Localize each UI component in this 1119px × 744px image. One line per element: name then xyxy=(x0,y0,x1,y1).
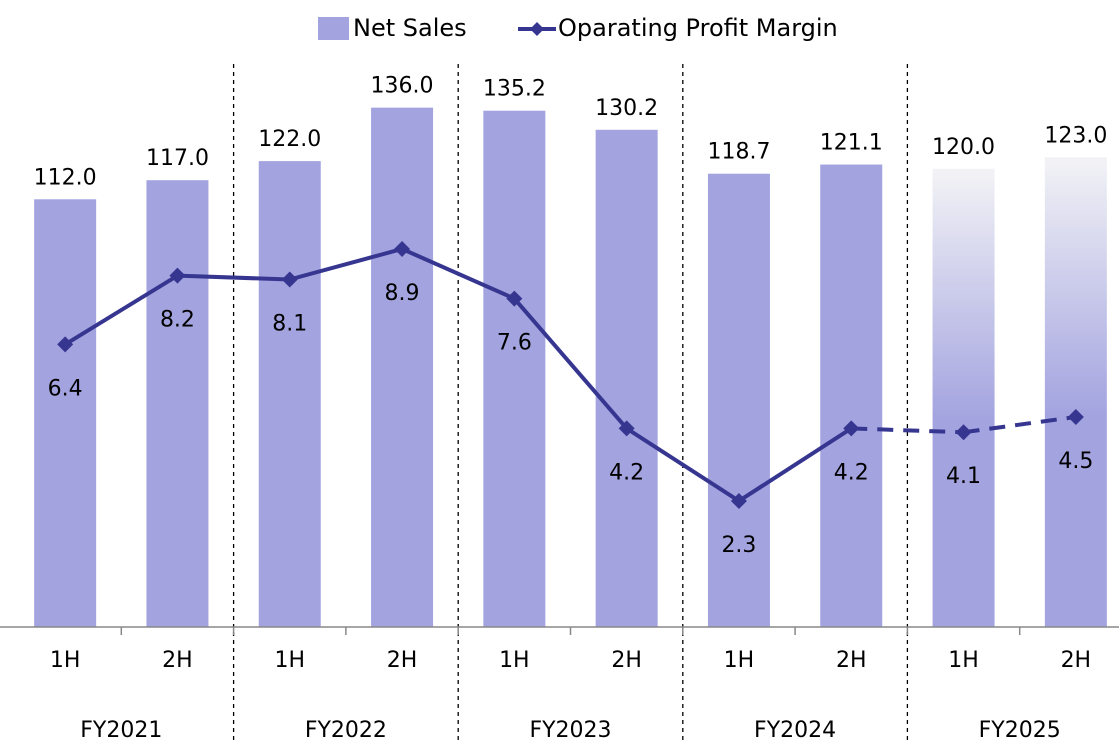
x-tick-label: 1H xyxy=(499,648,530,673)
x-tick-label: 1H xyxy=(724,648,755,673)
line-marker xyxy=(169,267,186,284)
bar xyxy=(146,180,209,628)
x-tick-label: 1H xyxy=(50,648,81,673)
line-segment xyxy=(963,414,1077,435)
line-segment xyxy=(625,426,741,503)
bar-label: 123.0 xyxy=(1044,123,1107,148)
bar xyxy=(371,107,434,627)
line-label: 8.9 xyxy=(385,281,420,306)
line-marker xyxy=(730,492,747,509)
group-label: FY2025 xyxy=(979,718,1061,743)
x-tick-label: 2H xyxy=(1061,648,1092,673)
bar xyxy=(34,199,97,628)
line-label: 7.6 xyxy=(497,331,532,356)
x-tick-label: 2H xyxy=(611,648,642,673)
line-segment xyxy=(177,273,290,282)
line-label: 8.2 xyxy=(160,308,195,333)
bar xyxy=(483,110,546,627)
x-tick-label: 2H xyxy=(387,648,418,673)
line-label: 6.4 xyxy=(48,376,83,401)
line-marker xyxy=(1067,408,1084,425)
legend-swatch xyxy=(318,17,349,40)
bar xyxy=(595,129,658,627)
line-segment xyxy=(401,247,516,301)
bar-label: 112.0 xyxy=(34,165,97,190)
legend-label: Oparating Profit Margin xyxy=(558,14,838,42)
legend-marker xyxy=(530,22,544,36)
line-label: 4.5 xyxy=(1058,449,1093,474)
bar xyxy=(1044,157,1107,627)
bar-label: 117.0 xyxy=(146,146,209,171)
line-marker xyxy=(843,420,860,437)
group-label: FY2024 xyxy=(754,718,836,743)
line-label: 4.2 xyxy=(609,460,644,485)
x-tick-label: 1H xyxy=(948,648,979,673)
line-marker xyxy=(955,424,972,441)
x-tick-label: 1H xyxy=(274,648,305,673)
bar xyxy=(820,164,883,627)
line-label: 4.1 xyxy=(946,464,981,489)
line-marker xyxy=(618,420,635,437)
line-segment xyxy=(64,273,179,347)
line-segment xyxy=(512,297,629,430)
line-marker xyxy=(57,336,74,353)
group-label: FY2021 xyxy=(80,718,162,743)
bar xyxy=(932,168,995,627)
line-marker xyxy=(394,240,411,257)
line-marker xyxy=(506,290,523,307)
x-tick-label: 2H xyxy=(162,648,193,673)
legend-label: Net Sales xyxy=(353,14,467,42)
bar-label: 135.2 xyxy=(483,77,546,102)
group-label: FY2022 xyxy=(305,718,387,743)
bar-label: 136.0 xyxy=(371,74,434,99)
line-segment xyxy=(851,426,964,435)
legend: Net Sales Oparating Profit Margin xyxy=(318,14,838,42)
bar xyxy=(258,161,321,628)
bar-label: 130.2 xyxy=(595,96,658,121)
line-label: 4.2 xyxy=(834,460,869,485)
line-label: 8.1 xyxy=(272,311,307,336)
line-segment xyxy=(289,247,403,282)
bar xyxy=(707,173,770,628)
bar-label: 120.0 xyxy=(932,135,995,160)
bar-label: 118.7 xyxy=(707,140,770,165)
bar-label: 122.0 xyxy=(258,127,321,152)
bar-label: 121.1 xyxy=(820,131,883,156)
line-segment xyxy=(737,426,853,503)
x-tick-label: 2H xyxy=(836,648,867,673)
group-label: FY2023 xyxy=(529,718,611,743)
line-label: 2.3 xyxy=(721,533,756,558)
line-marker xyxy=(281,271,298,288)
